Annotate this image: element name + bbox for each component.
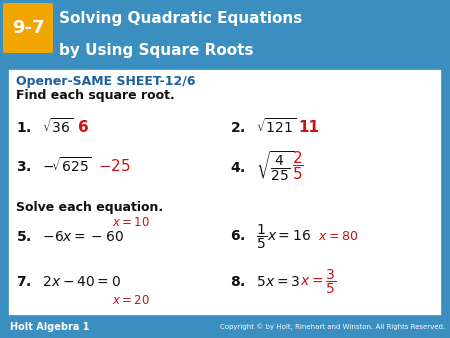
Text: Holt Algebra 1: Holt Algebra 1 — [10, 322, 90, 332]
Text: $x = 80$: $x = 80$ — [318, 231, 358, 243]
Text: $\mathbf{8.}$  $5x = 3$: $\mathbf{8.}$ $5x = 3$ — [230, 275, 300, 289]
Bar — [0, 0, 450, 66]
Text: Copyright © by Holt, Rinehart and Winston. All Rights Reserved.: Copyright © by Holt, Rinehart and Winsto… — [220, 324, 445, 330]
Text: $\mathbf{7.}$  $2x - 40 = 0$: $\mathbf{7.}$ $2x - 40 = 0$ — [16, 275, 121, 289]
Text: $\mathbf{5.}$  $-6x = -60$: $\mathbf{5.}$ $-6x = -60$ — [16, 230, 124, 244]
Text: $-25$: $-25$ — [98, 158, 131, 174]
Bar — [0, 316, 450, 338]
Bar — [8, 69, 442, 316]
Text: $\mathbf{4.}$  $\sqrt{\dfrac{4}{25}}$: $\mathbf{4.}$ $\sqrt{\dfrac{4}{25}}$ — [230, 149, 294, 183]
Text: $\dfrac{2}{5}$: $\dfrac{2}{5}$ — [292, 150, 304, 183]
Text: 6: 6 — [78, 120, 89, 135]
FancyBboxPatch shape — [3, 3, 53, 53]
Text: 9-7: 9-7 — [12, 19, 44, 37]
Text: Find each square root.: Find each square root. — [16, 90, 175, 102]
Text: Opener-SAME SHEET-12/6: Opener-SAME SHEET-12/6 — [16, 75, 195, 89]
Text: by Using Square Roots: by Using Square Roots — [59, 43, 253, 57]
Text: $\mathbf{1.}$  $\sqrt{36}$: $\mathbf{1.}$ $\sqrt{36}$ — [16, 118, 73, 137]
Text: $\mathbf{2.}$  $\sqrt{121}$: $\mathbf{2.}$ $\sqrt{121}$ — [230, 118, 296, 137]
Text: 11: 11 — [298, 120, 319, 135]
Text: $\mathbf{3.}$  $-\!\sqrt{625}$: $\mathbf{3.}$ $-\!\sqrt{625}$ — [16, 156, 91, 175]
Text: $x = 10$: $x = 10$ — [112, 217, 150, 230]
Text: $\mathbf{6.}$  $\dfrac{1}{5}x = 16$: $\mathbf{6.}$ $\dfrac{1}{5}x = 16$ — [230, 223, 311, 251]
Text: Solving Quadratic Equations: Solving Quadratic Equations — [59, 10, 302, 25]
Text: $x = 20$: $x = 20$ — [112, 293, 150, 307]
Text: $x = \dfrac{3}{5}$: $x = \dfrac{3}{5}$ — [300, 268, 337, 296]
Text: Solve each equation.: Solve each equation. — [16, 200, 163, 214]
